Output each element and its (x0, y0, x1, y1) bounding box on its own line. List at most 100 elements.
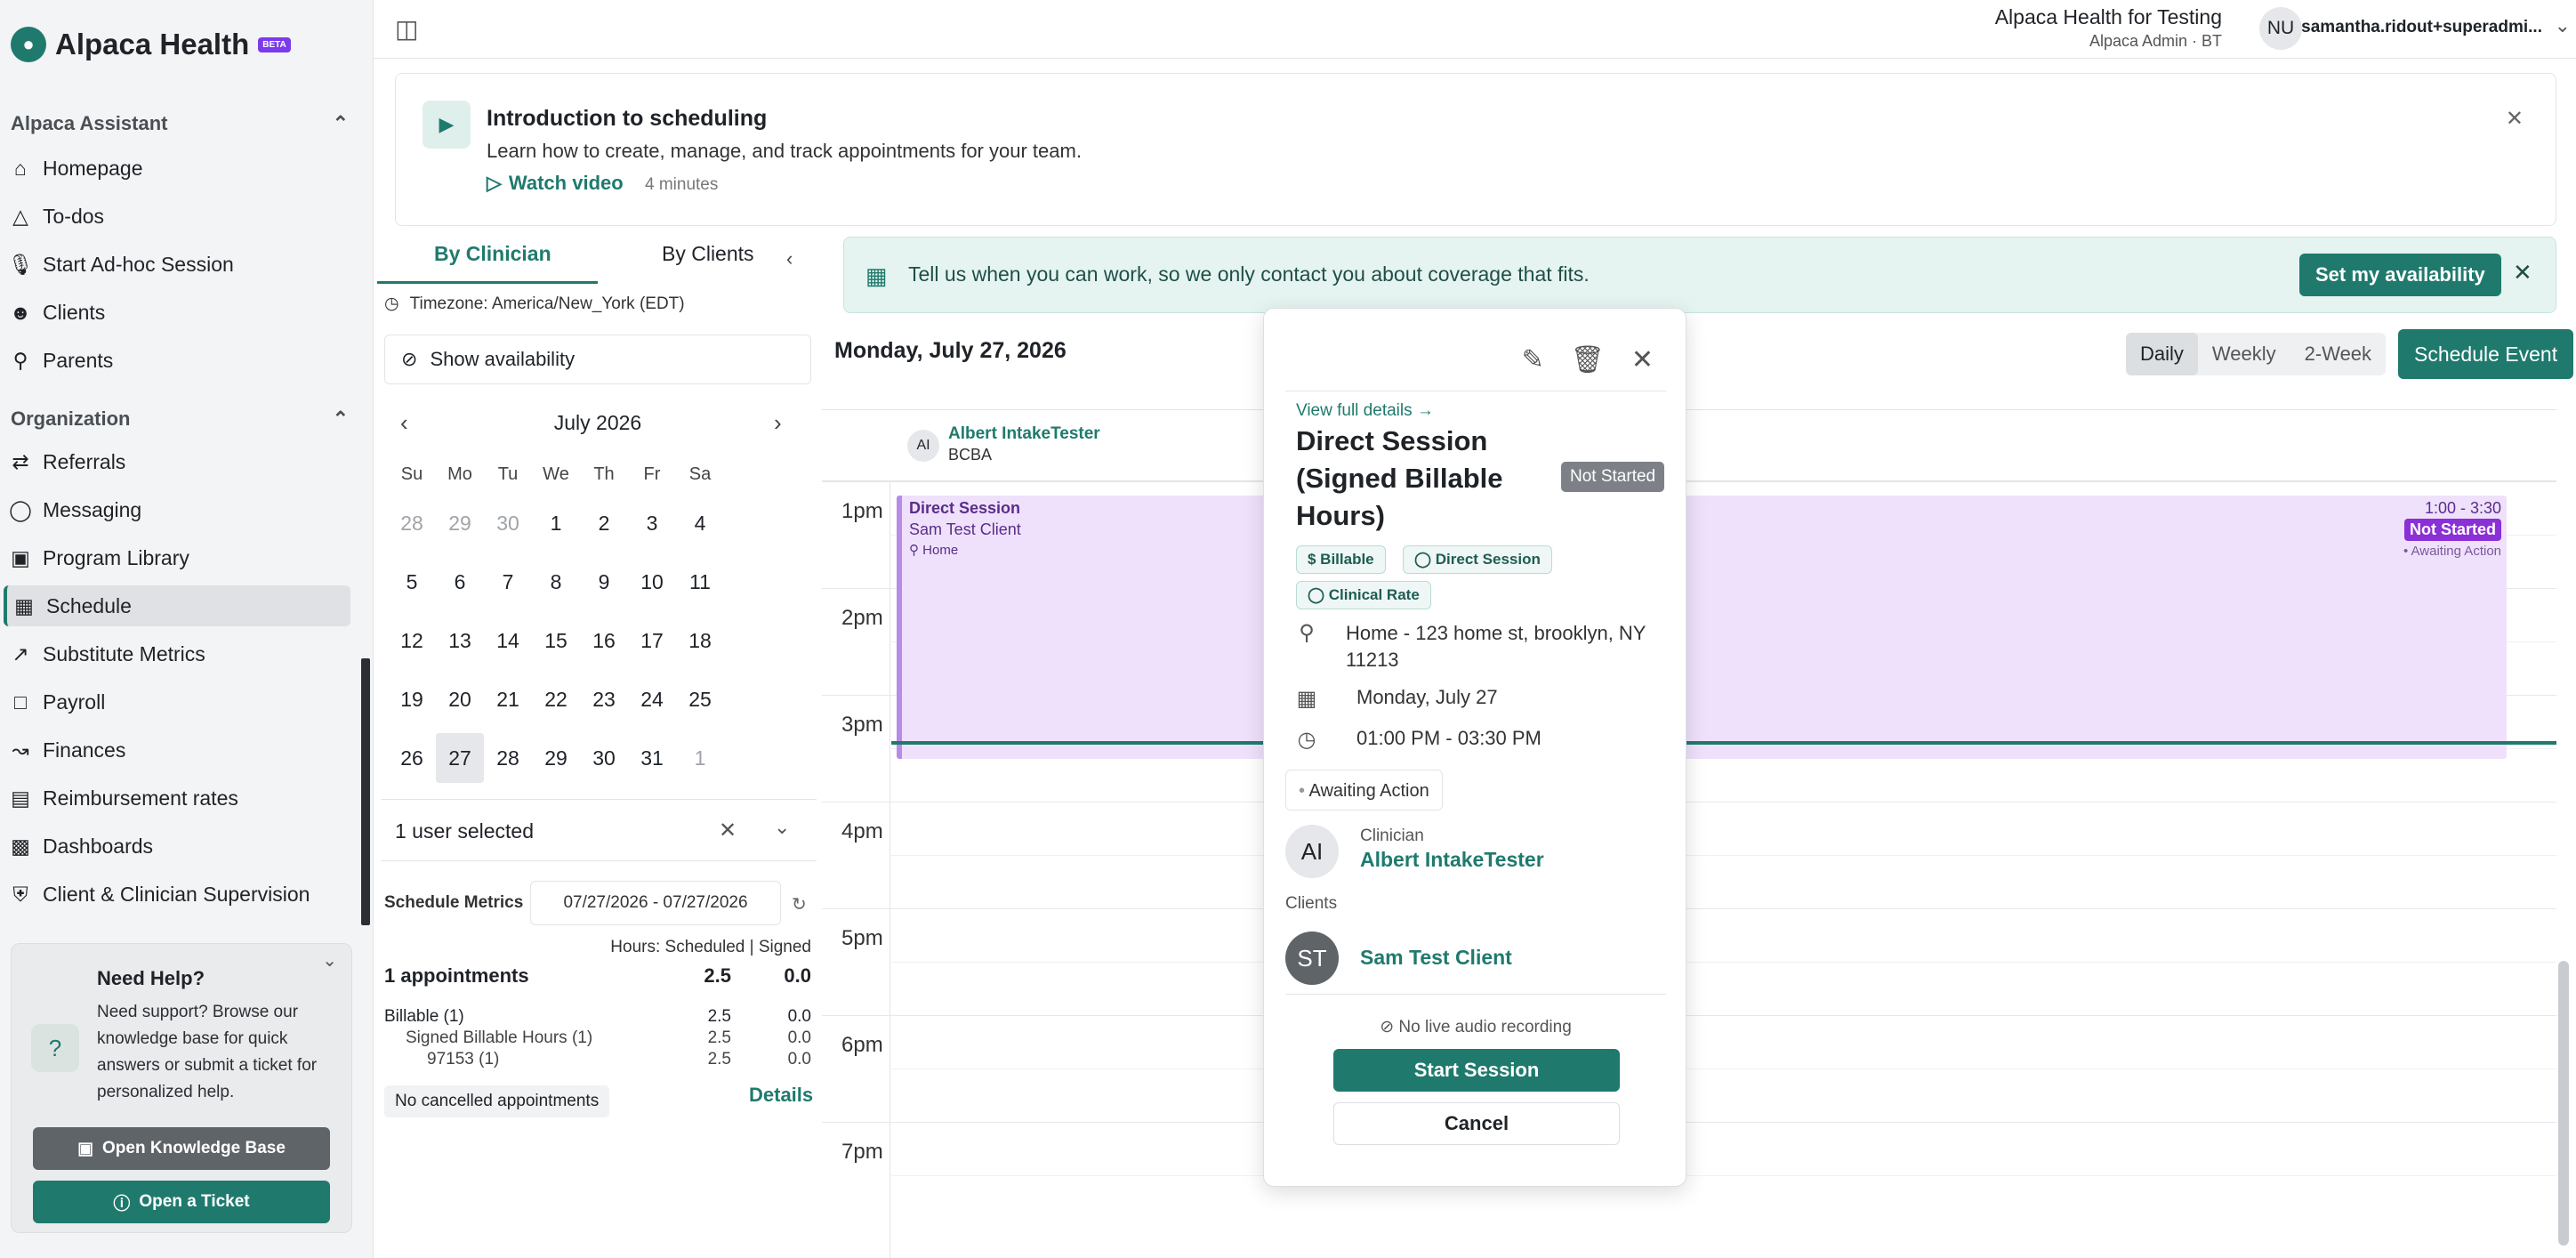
calendar-day[interactable]: 2 (598, 512, 610, 535)
calendar-day[interactable]: 31 (640, 746, 664, 770)
trash-icon[interactable]: 🗑 (1570, 345, 1605, 375)
calendar-day[interactable]: 16 (592, 629, 616, 652)
close-icon[interactable]: ✕ (2505, 107, 2524, 131)
set-availability-button[interactable]: Set my availability (2299, 254, 2501, 296)
calendar-day[interactable]: 14 (496, 629, 519, 652)
view-2-week[interactable]: 2-Week (2304, 343, 2372, 365)
sidebar-item-todos[interactable]: △ To-dos (4, 196, 350, 237)
sidebar-item-schedule[interactable]: ▦ Schedule (4, 585, 350, 626)
address-text: Home - 123 home st, brooklyn, NY 11213 (1346, 622, 1646, 671)
calendar-day[interactable]: 24 (640, 688, 664, 711)
close-icon[interactable]: ✕ (2513, 259, 2532, 286)
sidebar-item-homepage[interactable]: ⌂ Homepage (4, 148, 350, 189)
calendar-day[interactable]: 29 (448, 512, 471, 535)
main-scrollbar[interactable] (2558, 961, 2569, 1246)
sidebar-item-supervision[interactable]: ⛨ Client & Clinician Supervision (4, 874, 350, 915)
calendar-day[interactable]: 29 (544, 746, 568, 770)
schedule-event-button[interactable]: Schedule Event (2398, 329, 2574, 379)
user-email[interactable]: samantha.ridout+superadmi... (2301, 18, 2542, 36)
calendar-day[interactable]: 10 (640, 570, 664, 593)
calendar-day[interactable]: 7 (502, 570, 514, 593)
sidebar-item-program-library[interactable]: ▣ Program Library (4, 537, 350, 578)
chevron-left-icon[interactable]: ‹ (786, 247, 793, 270)
calendar-day[interactable]: 5 (406, 570, 418, 593)
sidebar-item-substitute-metrics[interactable]: ↗ Substitute Metrics (4, 633, 350, 674)
details-link[interactable]: Details (749, 1084, 814, 1106)
calendar-day[interactable]: 9 (598, 570, 610, 593)
calendar-day[interactable]: 19 (400, 688, 423, 711)
hour-gridline (822, 908, 2556, 909)
open-knowledge-base-button[interactable]: ▣ Open Knowledge Base (33, 1127, 330, 1170)
calendar-day[interactable]: 23 (592, 688, 616, 711)
sidebar-item-adhoc-session[interactable]: 🎙 Start Ad-hoc Session (4, 244, 350, 285)
sidebar-item-referrals[interactable]: ⇄ Referrals (4, 441, 350, 482)
metrics-date-range[interactable]: 07/27/2026 - 07/27/2026 (530, 881, 781, 925)
calendar-day[interactable]: 17 (640, 629, 664, 652)
tab-by-clinician[interactable]: By Clinician (434, 242, 551, 265)
calendar-day[interactable]: 20 (448, 688, 471, 711)
calendar-day[interactable]: 28 (496, 746, 519, 770)
calendar-day[interactable]: 18 (688, 629, 712, 652)
org-name[interactable]: Alpaca Health for Testing (1994, 5, 2222, 28)
clinician-name-link[interactable]: Albert IntakeTester (1360, 848, 1544, 871)
show-availability-button[interactable]: ⊘ Show availability (384, 335, 811, 384)
calendar-day[interactable]: 25 (688, 688, 712, 711)
divider (1285, 994, 1666, 995)
calendar-day[interactable]: 28 (400, 512, 423, 535)
view-weekly[interactable]: Weekly (2211, 343, 2276, 365)
open-ticket-button[interactable]: ⓘ Open a Ticket (33, 1181, 330, 1223)
edit-icon[interactable]: ✎ (1521, 345, 1544, 375)
sidebar-item-dashboards[interactable]: ▩ Dashboards (4, 826, 350, 867)
chevron-down-icon[interactable]: ⌄ (774, 816, 791, 838)
calendar-day[interactable]: 11 (689, 570, 711, 593)
calendar-day[interactable]: 15 (544, 629, 568, 652)
sidebar-item-finances[interactable]: ↝ Finances (4, 730, 350, 770)
brand[interactable]: ● Alpaca Health BETA (11, 27, 291, 62)
avatar[interactable]: NU (2259, 7, 2302, 50)
calendar-day[interactable]: 26 (400, 746, 423, 770)
sidebar-item-parents[interactable]: ⚲ Parents (4, 340, 350, 381)
clinician-name[interactable]: Albert IntakeTester (948, 424, 1100, 443)
calendar-day[interactable]: 30 (496, 512, 519, 535)
sidebar-item-messaging[interactable]: ◯ Messaging (4, 489, 350, 530)
watch-video-link[interactable]: ▷ Watch video (487, 172, 624, 195)
org-subtitle: Alpaca Admin · BT (2089, 32, 2222, 50)
chevron-down-icon[interactable]: ⌄ (322, 951, 337, 971)
sidebar-item-label: Payroll (43, 689, 106, 714)
calendar-day[interactable]: 6 (454, 570, 466, 593)
help-card: ⌄ ? Need Help? Need support? Browse our … (11, 943, 352, 1233)
user-select[interactable]: 1 user selected ✕ ⌄ (381, 799, 817, 861)
calendar-day[interactable]: 1 (550, 512, 562, 535)
cancel-button[interactable]: Cancel (1333, 1102, 1620, 1145)
chevron-left-icon[interactable]: ‹ (400, 409, 408, 436)
sidebar-toggle-icon[interactable]: ◫ (395, 15, 419, 43)
view-daily[interactable]: Daily (2126, 333, 2198, 375)
calendar-event[interactable]: Direct Session Sam Test Client ⚲ Home 1:… (897, 496, 2507, 759)
calendar-day[interactable]: 1 (694, 746, 706, 770)
refresh-icon[interactable]: ↻ (792, 895, 807, 915)
start-session-button[interactable]: Start Session (1333, 1049, 1620, 1092)
close-icon[interactable]: ✕ (1630, 345, 1654, 375)
calendar-day[interactable]: 27 (436, 733, 484, 783)
current-time-line (891, 741, 2556, 745)
section-header-assistant[interactable]: Alpaca Assistant ⌃ (11, 112, 349, 135)
clear-icon[interactable]: ✕ (719, 819, 737, 843)
sidebar-item-reimbursement-rates[interactable]: ▤ Reimbursement rates (4, 778, 350, 819)
calendar-day[interactable]: 13 (448, 629, 471, 652)
tab-by-clients[interactable]: By Clients (662, 242, 754, 265)
calendar-day[interactable]: 4 (694, 512, 706, 535)
chevron-right-icon[interactable]: › (774, 409, 782, 436)
sidebar-item-payroll[interactable]: □ Payroll (4, 681, 350, 722)
chevron-down-icon[interactable]: ⌄ (2554, 14, 2571, 36)
calendar-day[interactable]: 3 (646, 512, 658, 535)
section-header-organization[interactable]: Organization ⌃ (11, 407, 349, 431)
calendar-day[interactable]: 8 (550, 570, 562, 593)
sidebar-scrollbar[interactable] (361, 658, 370, 925)
calendar-day[interactable]: 21 (496, 688, 519, 711)
view-full-details-link[interactable]: View full details → (1296, 401, 1434, 420)
calendar-day[interactable]: 30 (592, 746, 616, 770)
client-name-link[interactable]: Sam Test Client (1360, 946, 1512, 969)
calendar-day[interactable]: 12 (400, 629, 423, 652)
calendar-day[interactable]: 22 (544, 688, 568, 711)
sidebar-item-clients[interactable]: ☻ Clients (4, 292, 350, 333)
